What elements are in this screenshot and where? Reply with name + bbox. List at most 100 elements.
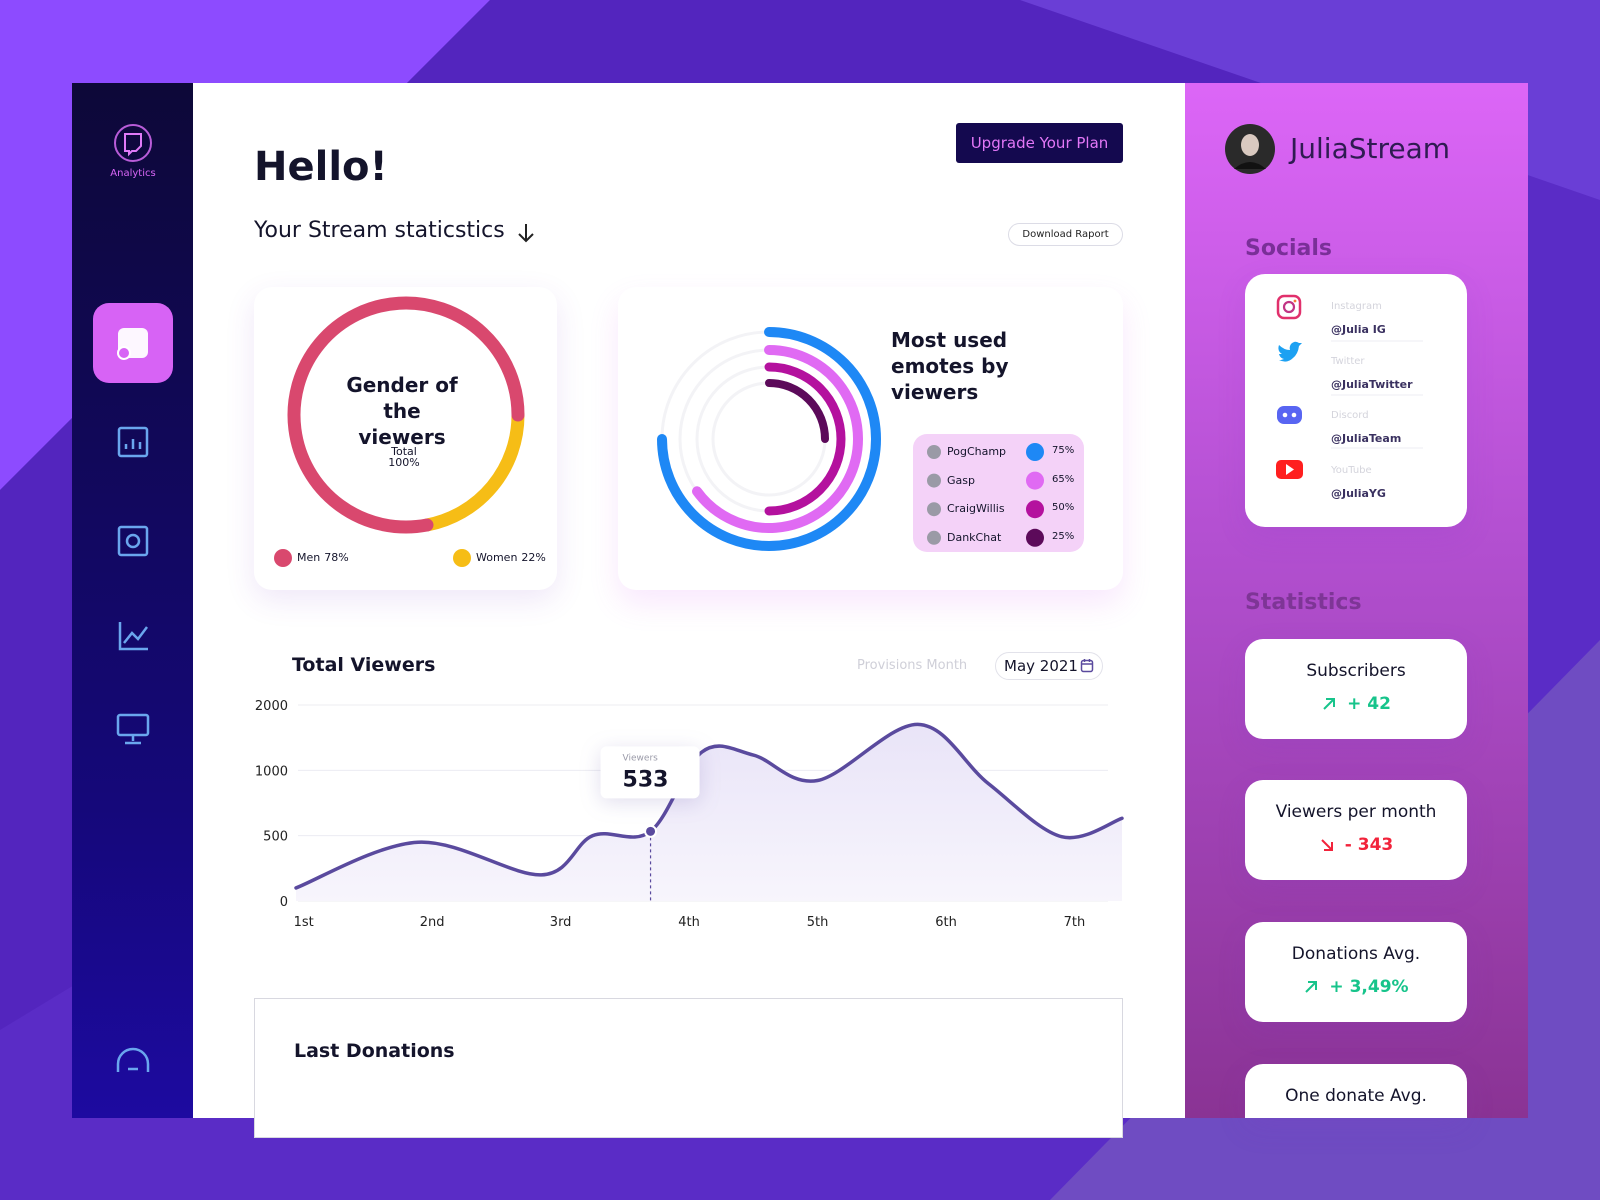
area — [296, 724, 1122, 901]
donut-segment — [420, 408, 525, 532]
radial-bar — [765, 379, 829, 443]
highlight-point — [644, 824, 658, 838]
y-tick-label: 1000 — [255, 764, 288, 779]
emote-name: DankChat — [947, 530, 1002, 544]
emote-name: Gasp — [947, 473, 975, 487]
legend-swatch — [453, 549, 471, 567]
emote-icon — [927, 530, 941, 545]
legend-swatch — [274, 549, 292, 567]
social-platform: YouTube — [1331, 464, 1372, 476]
x-tick-label: 3rd — [550, 915, 572, 930]
emote-icon — [927, 502, 941, 517]
donations-title: Last Donations — [294, 1040, 455, 1062]
legend-swatch — [1026, 471, 1044, 490]
period-label: May 2021 — [1004, 657, 1078, 675]
stat-change-value: + 42 — [1347, 694, 1391, 714]
emote-value: 65% — [1052, 473, 1075, 485]
y-tick-label: 0 — [280, 895, 288, 910]
x-tick-label: 5th — [807, 915, 829, 930]
donut-segment — [287, 296, 525, 534]
stat-card — [1245, 780, 1467, 880]
tooltip-value: 533 — [623, 767, 669, 792]
stat-card — [1245, 922, 1467, 1022]
trend-arrow-path — [1323, 698, 1336, 710]
stat-change: + 3,49% — [1245, 977, 1467, 997]
legend-swatch — [1026, 528, 1044, 547]
social-handle: @JuliaTeam — [1331, 432, 1402, 445]
x-tick-label: 2nd — [420, 915, 445, 930]
stat-title: Donations Avg. — [1291, 944, 1421, 964]
x-tick-label: 4th — [678, 915, 700, 930]
x-tick-label: 6th — [935, 915, 957, 930]
emote-value: 75% — [1052, 445, 1075, 456]
sidebar — [72, 83, 193, 1118]
upgrade-button[interactable]: Upgrade Your Plan — [956, 123, 1123, 163]
emote-value: 25% — [1052, 530, 1075, 542]
statistics-title: Statistics — [1245, 590, 1362, 615]
stat-title: Subscribers — [1306, 661, 1406, 681]
nav-settings[interactable] — [117, 525, 149, 557]
stat-change: + 42 — [1245, 694, 1467, 714]
legend-value: 22% — [521, 551, 546, 564]
period-picker[interactable] — [995, 652, 1103, 680]
down-arrow — [518, 224, 534, 243]
logo-label: Analytics — [110, 168, 156, 179]
nav-support[interactable] — [116, 1047, 150, 1072]
y-tick-label: 500 — [263, 830, 288, 845]
emotes-title: Most used emotes by viewers — [891, 328, 1009, 404]
legend-name: Men — [297, 551, 321, 564]
emote-name: PogChamp — [947, 445, 1007, 458]
tooltip-label: Viewers — [623, 753, 659, 763]
emotes-legend — [913, 434, 1084, 552]
social-platform: Instagram — [1331, 301, 1382, 312]
stat-change: - 343 — [1245, 835, 1467, 855]
radial-bar — [764, 362, 846, 516]
x-tick-label: 7th — [1064, 915, 1086, 930]
trend-arrow-path — [1321, 839, 1333, 851]
filter-label: Provisions Month — [857, 658, 968, 673]
donations-card — [254, 998, 1123, 1138]
trend-arrow — [1305, 981, 1318, 993]
emote-value: 50% — [1052, 502, 1075, 514]
socials-card — [1245, 274, 1467, 527]
calendar-icon — [1080, 659, 1094, 673]
greeting: Hello! — [254, 144, 388, 190]
emote-icon — [927, 445, 941, 459]
social-handle: @JuliaYG — [1331, 486, 1386, 500]
total-label: Total — [391, 445, 417, 458]
social-handle: @JuliaTwitter — [1331, 377, 1413, 391]
download-button[interactable]: Download Raport — [1008, 223, 1123, 246]
x-tick-label: 1st — [294, 915, 314, 930]
stat-change-value: - 343 — [1344, 835, 1394, 855]
y-tick-label: 2000 — [255, 699, 288, 714]
social-platform: Discord — [1331, 410, 1369, 421]
legend-name: Women — [476, 551, 518, 564]
subtitle: Your Stream staticstics — [254, 218, 505, 243]
nav-reports[interactable] — [117, 426, 149, 458]
sidebar-icons — [93, 124, 173, 1072]
gender-title: Gender of the viewers — [346, 373, 458, 449]
emote-icon — [927, 473, 941, 488]
legend-swatch — [1026, 500, 1044, 519]
logo[interactable] — [114, 124, 152, 162]
avatar[interactable] — [1224, 123, 1276, 175]
profile-name: JuliaStream — [1290, 132, 1451, 165]
total-value: 100% — [388, 456, 420, 469]
socials-title: Socials — [1245, 236, 1333, 261]
trend-arrow — [1321, 839, 1333, 851]
radial-bar — [657, 327, 881, 551]
social-handle: @Julia IG — [1331, 323, 1386, 336]
stat-card — [1245, 639, 1467, 739]
line — [294, 722, 1124, 890]
stat-title: Viewers per month — [1275, 802, 1437, 822]
legend-item: Men 78% — [297, 551, 349, 564]
nav-analytics[interactable] — [118, 622, 148, 651]
social-icons — [1276, 294, 1423, 479]
social-platform: Twitter — [1331, 355, 1365, 367]
legend-item: Women 22% — [476, 551, 546, 564]
trend-arrow — [1323, 698, 1336, 710]
tooltip — [600, 746, 700, 799]
legend-swatch — [1026, 443, 1044, 461]
